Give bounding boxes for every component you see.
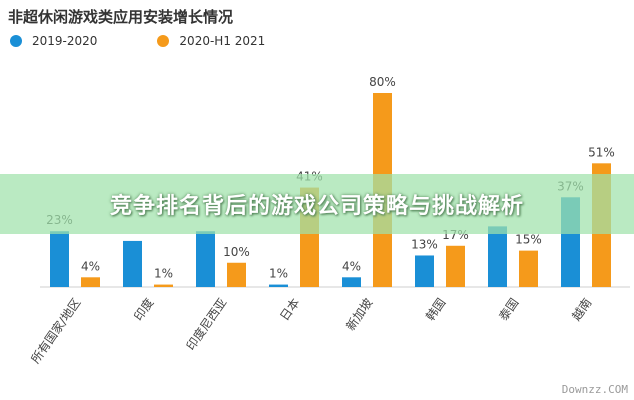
bar-series-1-4 xyxy=(342,277,361,287)
data-label-series-2-4: 80% xyxy=(369,75,396,89)
x-tick-label-5: 韩国 xyxy=(422,295,448,323)
x-tick-label-3: 日本 xyxy=(277,296,302,324)
data-label-series-1-5: 13% xyxy=(411,237,438,251)
overlay-banner: 竞争排名背后的游戏公司策略与挑战解析 xyxy=(0,174,634,234)
legend: 2019-2020 2020-H1 2021 xyxy=(10,34,265,48)
data-label-series-1-3: 1% xyxy=(269,267,288,281)
x-tick-label-0: 所有国家/地区 xyxy=(28,295,84,366)
data-label-series-2-2: 10% xyxy=(223,245,250,259)
legend-swatch-series-2 xyxy=(157,35,170,47)
bar-series-1-6 xyxy=(488,226,507,287)
legend-item-series-1: 2019-2020 xyxy=(10,34,97,48)
x-tick-label-7: 越南 xyxy=(568,295,594,323)
x-tick-label-2: 印度尼西亚 xyxy=(183,295,230,353)
bar-series-1-2 xyxy=(196,231,215,287)
data-label-series-2-1: 1% xyxy=(154,267,173,281)
bar-series-1-5 xyxy=(415,255,434,287)
bar-series-1-0 xyxy=(50,231,69,287)
bar-series-1-3 xyxy=(269,284,288,287)
watermark: Downzz.COM xyxy=(561,383,628,396)
data-label-series-2-6: 15% xyxy=(515,233,542,247)
x-tick-label-6: 泰国 xyxy=(496,296,521,324)
legend-label-series-1: 2019-2020 xyxy=(32,34,98,48)
x-tick-label-4: 新加坡 xyxy=(343,295,376,333)
bar-series-2-1 xyxy=(154,284,173,287)
legend-item-series-2: 2020-H1 2021 xyxy=(157,34,265,48)
legend-label-series-2: 2020-H1 2021 xyxy=(179,34,266,48)
legend-swatch-series-1 xyxy=(10,35,22,47)
data-label-series-2-7: 51% xyxy=(588,145,615,159)
x-tick-label-1: 印度 xyxy=(130,295,156,323)
bar-series-1-1 xyxy=(123,240,142,287)
bar-series-2-2 xyxy=(227,262,246,287)
chart-title: 非超休闲游戏类应用安装增长情况 xyxy=(8,8,234,26)
data-label-series-1-4: 4% xyxy=(342,259,361,273)
bar-series-2-0 xyxy=(81,277,100,287)
banner-title: 竞争排名背后的游戏公司策略与挑战解析 xyxy=(109,194,524,219)
bar-series-2-5 xyxy=(446,245,465,287)
bar-series-2-6 xyxy=(519,250,538,287)
data-label-series-2-0: 4% xyxy=(81,259,100,273)
